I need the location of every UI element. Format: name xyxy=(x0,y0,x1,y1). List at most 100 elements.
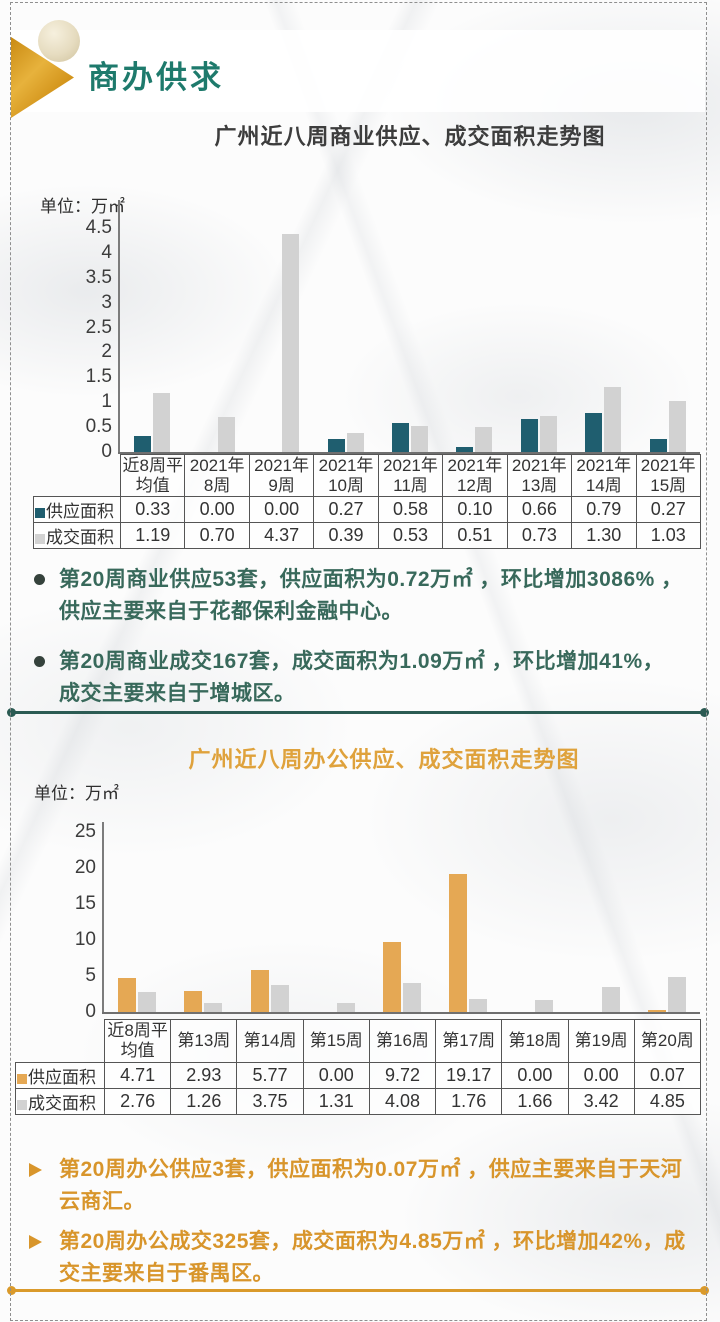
supply-bar-0 xyxy=(134,435,152,452)
series-label: 供应面积 xyxy=(33,496,121,523)
value-cell: 1.76 xyxy=(435,1088,503,1115)
y-tick-label: 2.5 xyxy=(85,316,112,338)
commercial-chart-title: 广州近八周商业供应、成交面积走势图 xyxy=(214,124,606,149)
deal-bar-6 xyxy=(535,1000,554,1012)
bullet-dot-icon xyxy=(34,574,45,585)
y-tick-label: 3 xyxy=(101,291,112,313)
series-label: 供应面积 xyxy=(15,1062,105,1089)
value-cell: 0.51 xyxy=(442,522,508,549)
note-item: 第20周办公成交325套，成交面积为4.85万㎡ ，环比增加42%，成交主要来自… xyxy=(26,1226,696,1290)
supply-bar-0 xyxy=(118,978,137,1012)
supply-bar-2 xyxy=(250,970,269,1012)
value-cell: 1.03 xyxy=(635,522,701,549)
note-item: 第20周商业供应53套，供应面积为0.72万㎡ ，环比增加3086% ，供应主要… xyxy=(32,564,697,628)
arrow-bullet-icon xyxy=(29,1163,42,1177)
deal-bar-2 xyxy=(270,985,289,1012)
deal-bar-1 xyxy=(204,1002,223,1012)
column-header: 第14周 xyxy=(236,1019,304,1063)
series-label: 成交面积 xyxy=(15,1088,105,1115)
value-cell: 0.58 xyxy=(377,496,444,523)
legend-swatch-icon xyxy=(35,534,45,544)
value-cell: 4.37 xyxy=(248,522,315,549)
gold-divider xyxy=(12,1289,704,1292)
value-cell: 1.26 xyxy=(170,1088,238,1115)
supply-bar-4 xyxy=(392,423,409,452)
chart-data-table: 近8周平均值 2021年8周 2021年9周 2021年10周 2021年11周 2021… xyxy=(33,454,701,549)
supply-bar-6 xyxy=(520,419,538,452)
y-tick-label: 3.5 xyxy=(85,266,112,288)
value-cell: 0.00 xyxy=(567,1062,635,1089)
deal-bar-7 xyxy=(604,387,622,452)
deal-bar-7 xyxy=(601,987,620,1012)
column-header: 2021年12周 xyxy=(442,454,508,497)
deal-bar-4 xyxy=(403,982,421,1012)
note-text: 第20周商业成交167套，成交面积为1.09万㎡ ，环比增加41%，成交主要来自… xyxy=(59,649,665,705)
deal-bar-4 xyxy=(411,425,428,452)
x-axis-line xyxy=(118,452,700,454)
value-cell: 0.07 xyxy=(633,1062,701,1089)
value-cell: 4.71 xyxy=(103,1062,172,1089)
series-label: 成交面积 xyxy=(33,522,121,549)
column-header: 2021年13周 xyxy=(506,454,573,497)
value-cell: 1.19 xyxy=(119,522,186,549)
y-tick-label: 1 xyxy=(101,391,112,413)
y-tick-label: 2 xyxy=(101,341,112,363)
column-header: 第16周 xyxy=(368,1019,437,1063)
column-header: 2021年14周 xyxy=(571,454,637,497)
value-cell: 5.77 xyxy=(236,1062,304,1089)
value-cell: 1.66 xyxy=(501,1088,569,1115)
gold-circle-icon xyxy=(38,20,80,62)
note-item: 第20周办公供应3套，供应面积为0.07万㎡ ，供应主要来自于天河云商汇。 xyxy=(26,1154,696,1218)
deal-bar-0 xyxy=(138,992,157,1012)
deal-bar-1 xyxy=(217,417,235,452)
divider-dot-icon xyxy=(7,708,16,717)
note-text: 第20周办公供应3套，供应面积为0.07万㎡ ，供应主要来自于天河云商汇。 xyxy=(59,1158,683,1213)
value-cell: 0.39 xyxy=(313,522,379,549)
arrow-bullet-icon xyxy=(29,1234,42,1249)
deal-bar-0 xyxy=(153,392,171,452)
value-cell: 0.10 xyxy=(442,496,508,523)
value-cell: 19.17 xyxy=(435,1062,503,1089)
value-cell: 2.76 xyxy=(103,1088,172,1115)
column-header: 近8周平均值 xyxy=(119,454,186,497)
value-cell: 4.85 xyxy=(633,1088,701,1115)
value-cell: 3.42 xyxy=(567,1088,635,1115)
value-cell: 0.00 xyxy=(501,1062,569,1089)
legend-swatch-icon xyxy=(35,508,45,518)
column-header: 2021年8周 xyxy=(184,454,250,497)
value-cell: 0.27 xyxy=(313,496,379,523)
table-corner xyxy=(34,455,121,497)
y-tick-label: 25 xyxy=(74,821,96,842)
legend-swatch-icon xyxy=(17,1074,27,1084)
office-notes: 第20周办公供应3套，供应面积为0.07万㎡ ，供应主要来自于天河云商汇。 第2… xyxy=(26,1154,696,1298)
y-tick-label: 20 xyxy=(74,857,96,878)
deal-bar-8 xyxy=(668,400,686,452)
supply-bar-4 xyxy=(383,942,401,1012)
supply-bar-5 xyxy=(449,873,468,1012)
deal-bar-6 xyxy=(539,415,557,452)
column-header: 第19周 xyxy=(567,1019,635,1063)
commercial-notes: 第20周商业供应53套，供应面积为0.72万㎡ ，环比增加3086% ，供应主要… xyxy=(32,564,697,728)
deal-bar-3 xyxy=(336,1002,355,1012)
column-header: 2021年11周 xyxy=(377,454,444,497)
value-cell: 0.73 xyxy=(506,522,573,549)
value-cell: 9.72 xyxy=(368,1062,437,1089)
note-text: 第20周办公成交325套，成交面积为4.85万㎡ ，环比增加42%，成交主要来自… xyxy=(59,1229,686,1285)
column-header: 2021年10周 xyxy=(313,454,379,497)
deal-bar-2 xyxy=(282,234,300,452)
value-cell: 0.33 xyxy=(119,496,186,523)
value-cell: 1.31 xyxy=(302,1088,370,1115)
supply-bar-5 xyxy=(456,447,474,452)
office-chart-unit: 单位：万㎡ xyxy=(34,784,119,803)
y-tick-label: 4.5 xyxy=(85,216,112,238)
deal-bar-3 xyxy=(346,432,364,452)
x-axis-line xyxy=(102,1012,700,1014)
value-cell: 0.00 xyxy=(248,496,315,523)
y-tick-label: 0 xyxy=(101,441,112,462)
column-header: 第15周 xyxy=(302,1019,370,1063)
deal-bar-5 xyxy=(475,426,493,452)
supply-bar-8 xyxy=(649,438,667,452)
divider-dot-icon xyxy=(700,708,709,717)
value-cell: 4.08 xyxy=(368,1088,437,1115)
column-header: 第13周 xyxy=(170,1019,238,1063)
